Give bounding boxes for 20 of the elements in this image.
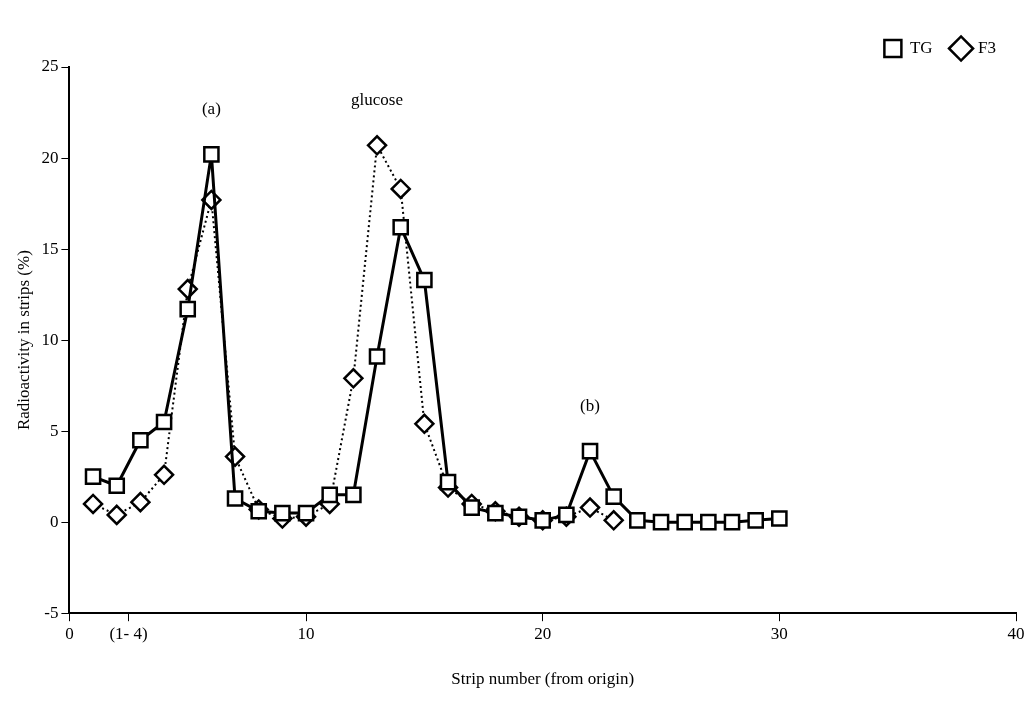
y-tick-label: 20 [41, 147, 59, 167]
y-tick-label: 25 [41, 56, 59, 76]
annotation: (b) [580, 395, 600, 415]
annotation: (a) [201, 98, 221, 118]
x-tick-label: 30 [770, 623, 788, 643]
x-tick-label: 10 [297, 623, 315, 643]
x-tick-label: 20 [534, 623, 552, 643]
annotation: glucose [351, 89, 404, 109]
x-axis-title: Strip number (from origin) [451, 669, 635, 689]
legend-label: F3 [978, 37, 997, 57]
x-tick-label: (1- 4) [109, 623, 148, 643]
y-tick-label: -5 [44, 602, 59, 622]
y-tick-label: 15 [41, 238, 59, 258]
y-tick-label: 10 [41, 329, 59, 349]
x-tick-label: 40 [1007, 623, 1025, 643]
legend-label: TG [909, 37, 933, 57]
y-tick-label: 0 [49, 511, 59, 531]
x-tick-label: 0 [65, 623, 74, 643]
y-axis-title: Radioactivity in strips (%) [13, 250, 33, 431]
y-tick-label: 5 [49, 420, 59, 440]
